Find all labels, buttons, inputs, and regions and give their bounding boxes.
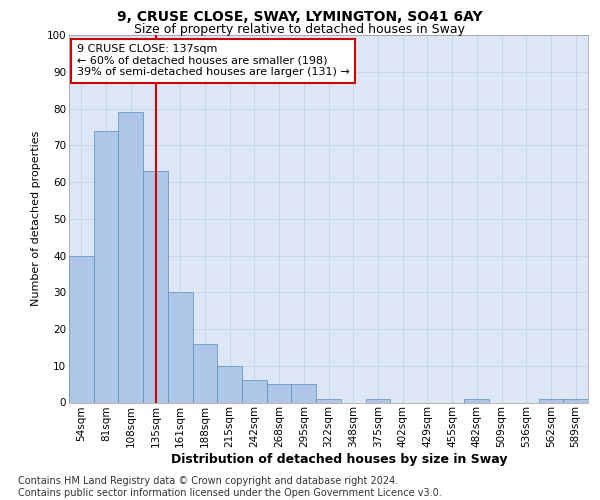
Bar xyxy=(168,292,193,403)
Text: Size of property relative to detached houses in Sway: Size of property relative to detached ho… xyxy=(134,22,466,36)
Bar xyxy=(539,399,563,402)
Bar xyxy=(563,399,588,402)
Bar xyxy=(94,130,118,402)
Bar xyxy=(316,399,341,402)
Bar xyxy=(193,344,217,402)
Bar xyxy=(69,256,94,402)
Text: Contains HM Land Registry data © Crown copyright and database right 2024.
Contai: Contains HM Land Registry data © Crown c… xyxy=(18,476,442,498)
Bar xyxy=(267,384,292,402)
Text: 9, CRUSE CLOSE, SWAY, LYMINGTON, SO41 6AY: 9, CRUSE CLOSE, SWAY, LYMINGTON, SO41 6A… xyxy=(117,10,483,24)
Text: Distribution of detached houses by size in Sway: Distribution of detached houses by size … xyxy=(171,453,507,466)
Bar xyxy=(143,171,168,402)
Bar xyxy=(292,384,316,402)
Bar xyxy=(242,380,267,402)
Bar xyxy=(217,366,242,403)
Bar xyxy=(118,112,143,403)
Text: 9 CRUSE CLOSE: 137sqm
← 60% of detached houses are smaller (198)
39% of semi-det: 9 CRUSE CLOSE: 137sqm ← 60% of detached … xyxy=(77,44,350,78)
Bar xyxy=(365,399,390,402)
Y-axis label: Number of detached properties: Number of detached properties xyxy=(31,131,41,306)
Bar xyxy=(464,399,489,402)
